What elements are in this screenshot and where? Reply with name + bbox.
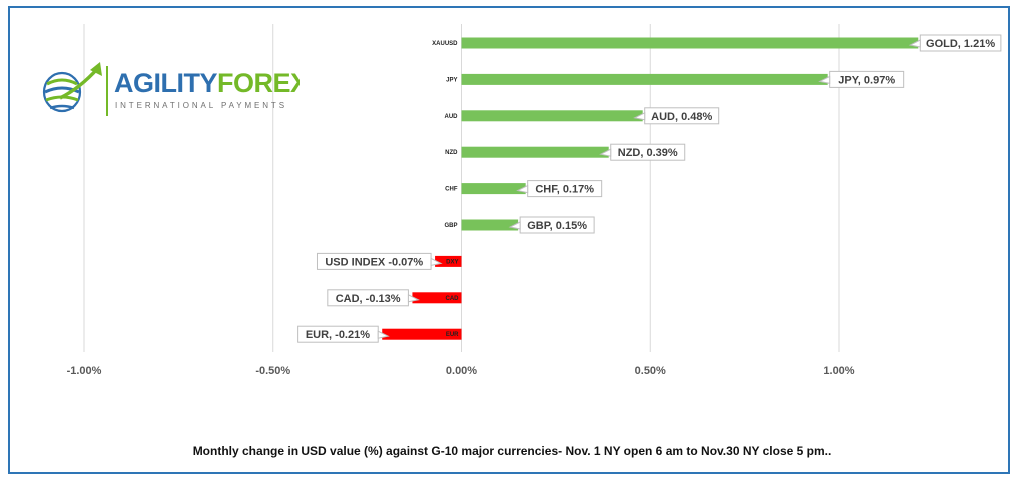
bar-chf (461, 183, 526, 195)
data-label-text: JPY, 0.97% (838, 74, 895, 86)
bar-aud (461, 110, 643, 122)
data-label-text: GBP, 0.15% (527, 220, 587, 232)
data-label-text: USD INDEX -0.07% (325, 256, 423, 268)
logo-word-forex: FOREX (217, 68, 300, 98)
x-tick-label: 0.50% (635, 365, 666, 377)
data-label: GBP, 0.15% (508, 216, 595, 234)
bar-eur (382, 328, 462, 340)
bar-jpy (461, 73, 828, 85)
data-label-pointer (377, 330, 390, 339)
data-label-pointer (516, 184, 529, 194)
data-label-text: NZD, 0.39% (618, 147, 678, 159)
x-tick-label: 1.00% (823, 365, 854, 377)
category-label: NZD (445, 150, 458, 156)
data-label-text: CHF, 0.17% (535, 184, 594, 196)
data-label-pointer (407, 293, 420, 303)
bars (382, 37, 919, 340)
data-label-pointer (599, 148, 612, 157)
svg-text:AGILITYFOREX: AGILITYFOREX (114, 68, 300, 98)
logo-word-agility: AGILITY (114, 68, 217, 98)
logo-tagline: INTERNATIONAL PAYMENTS (115, 101, 287, 110)
data-label: CAD, -0.13% (327, 289, 420, 307)
bar-xauusd (461, 37, 919, 49)
bar-gbp (461, 219, 519, 231)
x-axis: -1.00% -0.50% 0.00% 0.50% 1.00% (67, 365, 855, 377)
bar-dxy (435, 255, 462, 267)
chart-caption: Monthly change in USD value (%) against … (192, 444, 832, 458)
data-label: GOLD, 1.21% (908, 34, 1002, 52)
category-label: EUR (446, 332, 459, 338)
category-label: DXY (446, 259, 458, 265)
data-label-text: EUR, -0.21% (306, 329, 370, 341)
bar-nzd (461, 146, 609, 158)
data-label: USD INDEX -0.07% (316, 252, 443, 270)
logo-divider (106, 66, 108, 116)
bar-cad (412, 292, 462, 304)
data-label-text: GOLD, 1.21% (926, 38, 995, 50)
agility-forex-logo: AGILITYFOREX INTERNATIONAL PAYMENTS (42, 62, 300, 116)
data-label-pointer (818, 75, 831, 85)
data-label: CHF, 0.17% (516, 180, 603, 198)
data-label-pointer (908, 39, 921, 48)
data-label-pointer (633, 111, 646, 121)
data-label-pointer (430, 257, 443, 267)
data-label-text: CAD, -0.13% (336, 293, 401, 305)
x-tick-label: -1.00% (67, 365, 102, 377)
x-tick-label: 0.00% (446, 365, 477, 377)
category-label: JPY (446, 77, 457, 83)
data-labels: XAUUSD GOLD, 1.21% JPY JPY, 0.97% AUD AUD, 0.… (297, 34, 1002, 343)
globe-arrow-icon (42, 62, 102, 113)
data-label: JPY, 0.97% (818, 70, 905, 88)
category-label: CHF (445, 187, 458, 193)
x-tick-label: -0.50% (255, 365, 290, 377)
category-label: AUD (445, 114, 459, 120)
category-label: XAUUSD (432, 41, 458, 47)
data-label: NZD, 0.39% (599, 143, 686, 161)
data-label: AUD, 0.48% (633, 107, 720, 125)
category-label: CAD (446, 296, 460, 302)
data-label-text: AUD, 0.48% (651, 111, 712, 123)
data-label-pointer (508, 221, 521, 230)
data-label: EUR, -0.21% (297, 325, 390, 343)
category-label: GBP (444, 223, 457, 229)
